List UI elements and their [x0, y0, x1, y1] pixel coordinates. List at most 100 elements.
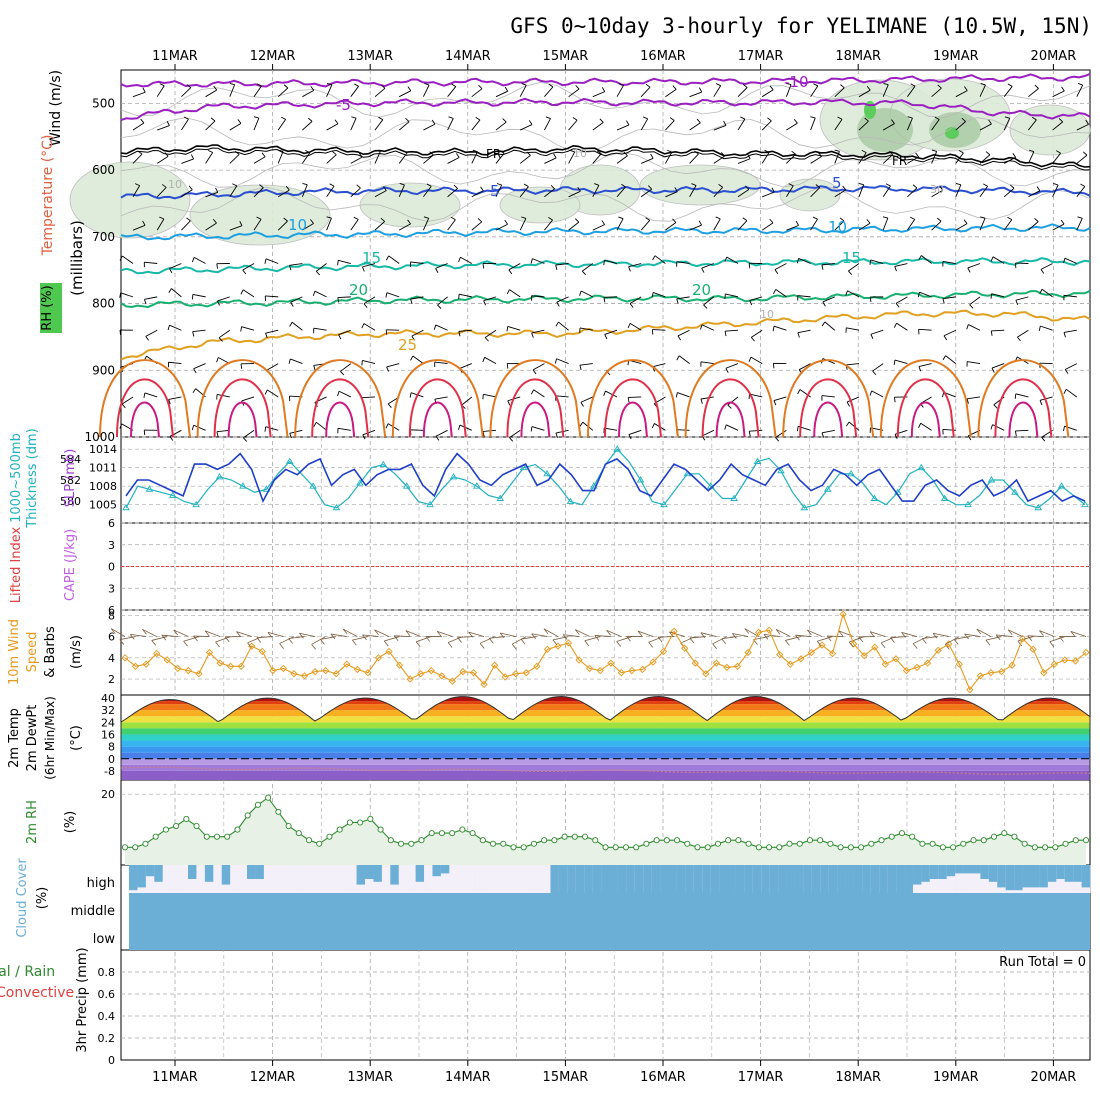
wind-barb-flag [626, 636, 631, 642]
wind-barb-flag [119, 255, 123, 261]
cloud-high-clear [306, 865, 315, 893]
rh-point [418, 837, 425, 844]
wind-barb [579, 363, 593, 366]
wind-barb [386, 292, 400, 298]
wind-barb [955, 121, 966, 131]
wind-barb [374, 87, 386, 98]
isotherm-label: FR [892, 154, 907, 168]
isotherm-25 [120, 309, 1091, 361]
wind-barb-flag [313, 365, 316, 371]
wind-speed-point [385, 647, 393, 656]
wind-barb [447, 86, 457, 97]
wind-barb [229, 122, 242, 131]
rh-point [203, 833, 210, 840]
cloud-high-bar [188, 865, 197, 879]
x-tick-label-top: 17MAR [738, 49, 784, 64]
rh-point [152, 833, 159, 840]
wind-barb-flag [990, 293, 993, 299]
wind-barb-flag [1040, 269, 1045, 274]
cloud-high-bar [1064, 865, 1074, 882]
wind-barb [423, 154, 434, 164]
wind-barb-flag [243, 437, 248, 442]
wind-barb-flag [265, 333, 268, 339]
wind-barb [817, 636, 833, 642]
wind-barb-flag [740, 116, 746, 120]
thickness-tick-label: 580 [60, 495, 81, 508]
wind-barb-flag [137, 150, 143, 155]
wind-barb-flag [240, 363, 243, 369]
wind-barb-flag [458, 257, 461, 263]
rh-point [224, 833, 231, 840]
cloud-high-clear [474, 865, 484, 893]
wind-barb [253, 117, 260, 131]
temp-tick-label: 0 [108, 753, 115, 766]
cloud-high-bar [887, 865, 897, 893]
wind-speed-point [216, 659, 224, 667]
wind-barb [352, 636, 368, 641]
wind-barb-flag [264, 389, 268, 395]
wind-barb-flag [119, 329, 122, 336]
cloud-high-bar [702, 865, 711, 893]
rh-point [561, 833, 568, 840]
rh-point [847, 844, 854, 851]
wind-barb [773, 396, 787, 401]
wind-speed-point [343, 660, 351, 668]
wind-barb [676, 261, 690, 264]
wind-barb-flag [215, 187, 219, 193]
wind-barb [435, 263, 448, 269]
y-tick-label: 900 [92, 363, 115, 377]
wind-barb [979, 123, 992, 131]
cloud-high-bar [693, 865, 703, 893]
x-tick-label-top: 12MAR [250, 49, 296, 64]
wind-barb-flag [983, 183, 988, 187]
cloud-high-bar [668, 865, 678, 893]
isotherm-label: 25 [398, 336, 417, 354]
wind-barb [326, 154, 337, 164]
wind-barb-flag [426, 183, 432, 187]
cloud-high-bar [1081, 865, 1091, 888]
wind-barb [821, 429, 835, 434]
cloud-tick-label: middle [71, 904, 115, 919]
wind-barb-flag [488, 637, 494, 644]
wind-barb [968, 324, 981, 331]
wind-barb [229, 185, 238, 198]
wind-barb-flag [562, 634, 568, 640]
wind-barb [120, 292, 134, 298]
wind-speed-point [205, 648, 214, 657]
cloud-high-clear [162, 865, 172, 893]
wind-speed-point [871, 643, 879, 651]
cloud-high-bar [744, 865, 754, 893]
rh-point [725, 837, 732, 844]
wind-barb-flag [402, 150, 408, 154]
rh-point [510, 844, 517, 851]
wind-barb [434, 396, 448, 400]
wind-barb-flag [893, 397, 896, 403]
wind-barb-flag [574, 218, 580, 223]
wind-barb [422, 218, 430, 231]
wind-barb-flag [888, 151, 893, 155]
wind-barb [1007, 629, 1023, 637]
wind-barb [858, 89, 871, 98]
wind-barb [326, 217, 332, 231]
rh-point [367, 815, 374, 823]
wind-barb [640, 118, 649, 131]
temp-curve [120, 695, 1091, 780]
wind-barb [580, 396, 593, 403]
wind-speed-point [617, 669, 625, 677]
wind-barb [181, 220, 191, 231]
wind-barb-flag [354, 83, 359, 87]
cloud-high-bar [154, 865, 164, 882]
wind-barb-flag [724, 331, 727, 337]
wind-barb [761, 152, 770, 164]
temp-band [121, 704, 1090, 711]
wind-barb [361, 396, 376, 399]
wind-barb [156, 155, 169, 164]
wind-barb-flag [700, 398, 703, 404]
cloud-high-bar [634, 865, 644, 893]
wind-barb-flag [915, 152, 920, 158]
wind-speed-point [691, 659, 699, 667]
wind-barb-flag [744, 628, 750, 634]
wind-barb [810, 117, 816, 131]
temp-tick-label: 32 [101, 704, 115, 717]
precip-tick-label: 0.4 [98, 1010, 116, 1023]
